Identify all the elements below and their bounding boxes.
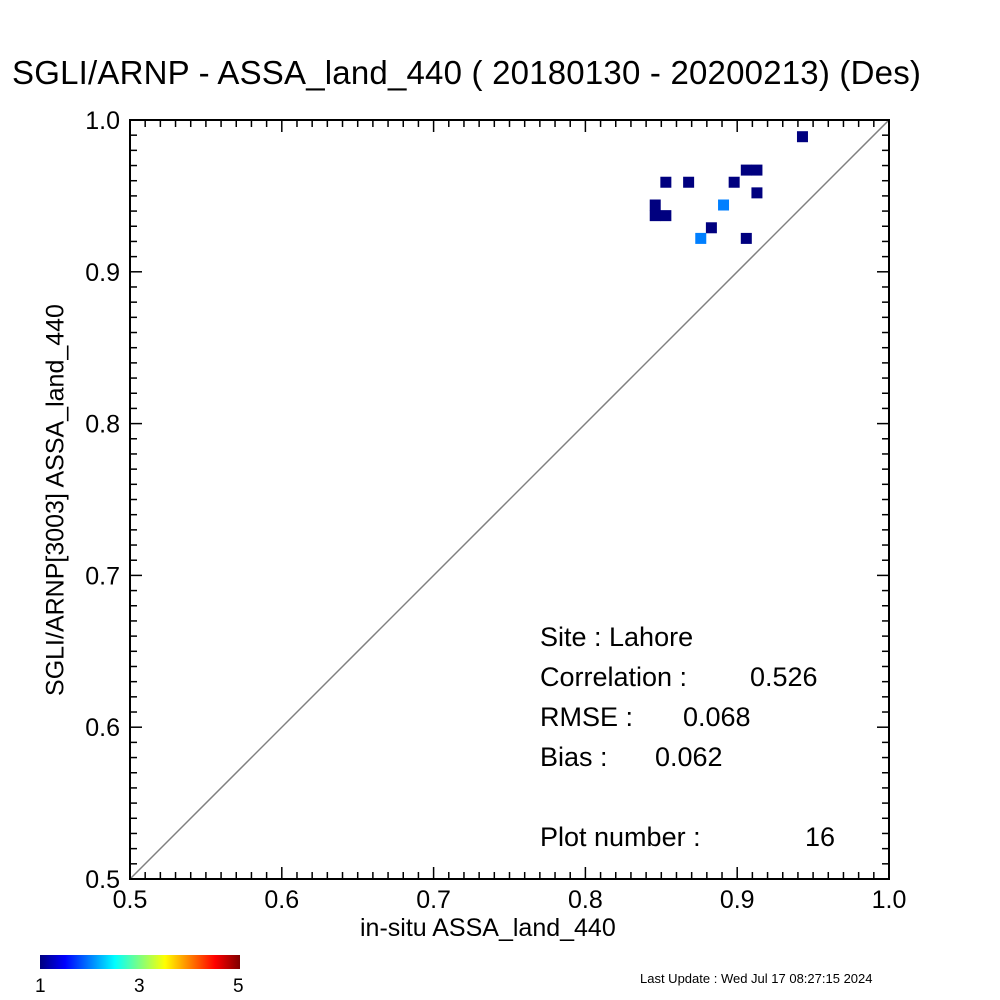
data-point [683, 176, 695, 188]
x-tick-label: 0.7 [416, 886, 451, 914]
rmse-value: 0.068 [683, 702, 751, 732]
bias-label: Bias : [540, 742, 608, 772]
y-axis-label: SGLI/ARNP[3003] ASSA_land_440 [41, 304, 70, 696]
y-tick-label: 0.8 [85, 411, 120, 439]
plot-frame [129, 119, 890, 880]
data-point [740, 232, 752, 244]
x-tick-label: 0.8 [568, 886, 603, 914]
colorbar-label-max: 5 [233, 976, 244, 997]
data-point [695, 232, 707, 244]
data-points [649, 131, 808, 244]
rmse-label: RMSE : [540, 702, 634, 732]
data-point [660, 210, 672, 222]
plot-number-value: 16 [805, 822, 836, 852]
data-point [649, 210, 661, 222]
x-tick-label: 1.0 [872, 886, 907, 914]
plot-number-label: Plot number : [540, 822, 701, 852]
data-point [751, 187, 763, 199]
y-tick-label: 0.9 [85, 259, 120, 287]
data-point [740, 164, 752, 176]
correlation-label: Correlation : [540, 662, 688, 692]
colorbar-label-min: 1 [35, 976, 46, 997]
last-update-text: Last Update : Wed Jul 17 08:27:15 2024 [640, 971, 873, 986]
x-tick-label: 0.5 [113, 886, 148, 914]
axis-ticks [129, 119, 890, 880]
data-point [796, 131, 808, 143]
data-point [718, 199, 730, 211]
colorbar-label-mid: 3 [134, 976, 145, 997]
y-tick-label: 0.5 [85, 866, 120, 894]
data-point [728, 176, 740, 188]
one-to-one-line [129, 119, 890, 880]
y-tick-label: 0.7 [85, 562, 120, 590]
site-label: Site : Lahore [540, 622, 694, 652]
colorbar [40, 955, 240, 969]
y-tick-label: 0.6 [85, 714, 120, 742]
chart-title: SGLI/ARNP - ASSA_land_440 ( 20180130 - 2… [12, 54, 922, 91]
tick-labels: 0.5 0.6 0.7 0.8 0.9 1.0 0.5 0.6 0.7 0.8 0.9 1.0 [85, 107, 906, 914]
correlation-value: 0.526 [750, 662, 818, 692]
bias-value: 0.062 [655, 742, 723, 772]
x-tick-label: 0.9 [720, 886, 755, 914]
x-tick-label: 0.6 [264, 886, 299, 914]
y-tick-label: 1.0 [85, 107, 120, 135]
data-point [649, 199, 661, 211]
data-point [705, 222, 717, 234]
x-axis-label: in-situ ASSA_land_440 [360, 914, 616, 942]
data-point [751, 164, 763, 176]
data-point [660, 176, 672, 188]
